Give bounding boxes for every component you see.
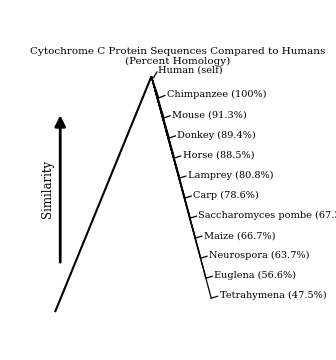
Text: Horse (88.5%): Horse (88.5%): [183, 151, 254, 160]
Text: Human (self): Human (self): [158, 66, 223, 75]
Text: (Percent Homology): (Percent Homology): [125, 57, 230, 66]
Text: Chimpanzee (100%): Chimpanzee (100%): [167, 90, 266, 99]
Text: Mouse (91.3%): Mouse (91.3%): [172, 111, 247, 120]
Text: Donkey (89.4%): Donkey (89.4%): [177, 131, 256, 140]
Text: Tetrahymena (47.5%): Tetrahymena (47.5%): [219, 291, 326, 300]
Text: Cytochrome C Protein Sequences Compared to Humans: Cytochrome C Protein Sequences Compared …: [30, 48, 325, 57]
Text: Carp (78.6%): Carp (78.6%): [193, 191, 259, 200]
Text: Lamprey (80.8%): Lamprey (80.8%): [188, 171, 274, 180]
Text: Saccharomyces pombe (67.3%): Saccharomyces pombe (67.3%): [199, 211, 336, 220]
Text: Neurospora (63.7%): Neurospora (63.7%): [209, 251, 309, 260]
Text: Similarity: Similarity: [41, 160, 54, 218]
Text: Maize (66.7%): Maize (66.7%): [204, 231, 275, 240]
Text: Euglena (56.6%): Euglena (56.6%): [214, 271, 296, 280]
